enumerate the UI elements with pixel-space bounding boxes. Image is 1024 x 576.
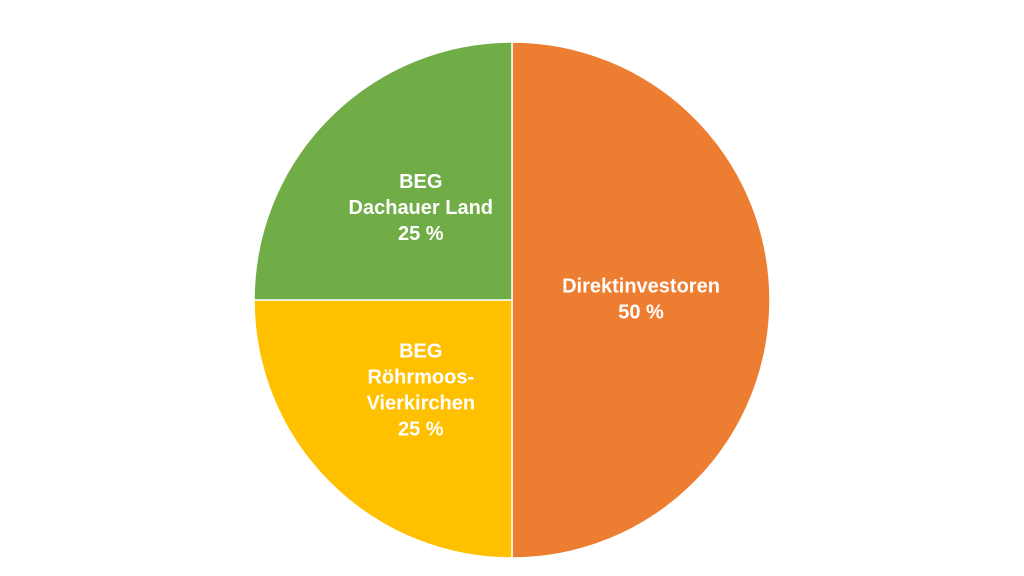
slice-label: Vierkirchen <box>366 392 475 414</box>
slice-label: Röhrmoos- <box>367 366 474 388</box>
slice-label: Direktinvestoren <box>562 275 720 297</box>
value-label: 25 % <box>398 223 444 245</box>
value-label: 25 % <box>398 418 444 440</box>
pie-slice <box>511 41 771 559</box>
value-label: 50 % <box>618 301 664 323</box>
pie-slice <box>253 299 513 559</box>
slice-label: BEG <box>399 171 442 193</box>
slice-label: BEG <box>399 340 442 362</box>
pie-slice <box>253 41 513 301</box>
slice-label: Dachauer Land <box>349 197 493 219</box>
